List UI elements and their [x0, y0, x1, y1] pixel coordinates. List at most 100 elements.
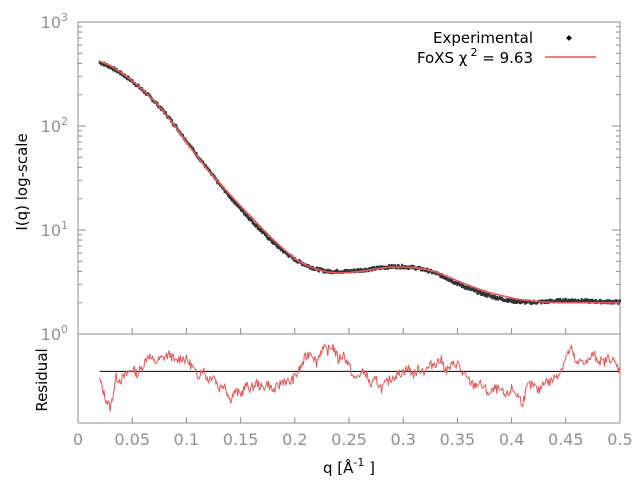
y-tick-base: 10 — [41, 13, 61, 32]
experimental-point — [165, 111, 168, 115]
experimental-point — [475, 288, 478, 292]
experimental-point — [513, 298, 516, 302]
experimental-point — [209, 169, 212, 173]
y-tick-exponent: 1 — [61, 219, 68, 232]
legend-label-foxs-main: FoXS χ — [417, 49, 468, 67]
experimental-point — [588, 299, 591, 303]
experimental-point — [373, 266, 376, 270]
experimental-point — [102, 63, 105, 67]
experimental-point — [524, 301, 527, 305]
x-tick-label: 0.25 — [331, 430, 367, 449]
experimental-point — [125, 77, 128, 81]
experimental-point — [232, 198, 235, 202]
experimental-point — [619, 299, 621, 303]
y-tick-base: 10 — [41, 221, 61, 240]
experimental-point — [387, 266, 390, 270]
y-tick-label: 103 — [41, 11, 68, 32]
experimental-point — [606, 299, 609, 303]
experimental-point — [438, 273, 441, 277]
x-axis-label-sup: -1 — [353, 456, 364, 469]
experimental-point — [226, 191, 229, 195]
x-axis-label-main: q [Å — [323, 458, 354, 477]
experimental-point — [336, 268, 339, 272]
experimental-point — [439, 275, 442, 279]
experimental-point — [276, 244, 279, 248]
experimental-point — [529, 301, 532, 305]
experimental-point — [184, 137, 187, 141]
x-axis-label: q [Å-1 ] — [323, 456, 375, 477]
experimental-point — [591, 298, 594, 302]
experimental-point — [239, 205, 242, 209]
x-tick-label: 0.4 — [499, 430, 524, 449]
experimental-point — [518, 299, 521, 303]
experimental-point — [393, 264, 396, 268]
experimental-point — [466, 285, 469, 289]
experimental-point — [181, 133, 184, 137]
experimental-point — [609, 300, 612, 304]
y-tick-exponent: 0 — [61, 323, 68, 336]
experimental-point — [483, 291, 486, 295]
experimental-point — [401, 263, 404, 267]
experimental-point — [512, 298, 515, 302]
experimental-point — [397, 264, 400, 268]
residual-plot: 0 0.05 0.1 0.15 0.2 0.25 0.3 0.35 0.4 0.45 0.5 Res… — [33, 328, 633, 477]
experimental-point — [189, 143, 192, 147]
experimental-point — [281, 248, 284, 252]
experimental-point — [241, 208, 244, 212]
y-tick-exponent: 3 — [61, 11, 68, 24]
experimental-point — [242, 210, 245, 214]
experimental-point — [253, 222, 256, 226]
residual-y-axis-label: Residual — [33, 348, 51, 411]
experimental-point — [485, 292, 488, 296]
experimental-point — [561, 298, 564, 302]
experimental-point — [525, 301, 528, 305]
experimental-point — [269, 237, 272, 241]
experimental-point — [352, 268, 355, 272]
experimental-point — [263, 231, 266, 235]
legend-label-foxs-sup: 2 — [470, 46, 477, 59]
experimental-point — [237, 203, 240, 207]
experimental-point — [565, 298, 568, 302]
experimental-point — [594, 298, 597, 302]
y-axis-label: I(q) log-scale — [13, 133, 31, 230]
legend-marker-experimental — [566, 35, 572, 41]
experimental-point — [227, 192, 230, 196]
x-tick-label: 0.45 — [548, 430, 584, 449]
experimental-point — [579, 299, 582, 303]
experimental-point — [170, 119, 173, 123]
experimental-point — [507, 299, 510, 303]
x-tick-label: 0.2 — [282, 430, 307, 449]
experimental-point — [272, 242, 275, 246]
experimental-point — [490, 296, 493, 300]
experimental-point — [496, 296, 499, 300]
experimental-point — [468, 286, 471, 290]
experimental-point — [460, 283, 463, 287]
experimental-point — [505, 298, 508, 302]
experimental-point — [321, 267, 324, 271]
experimental-point — [511, 300, 514, 304]
experimental-point — [460, 285, 463, 289]
experimental-point — [481, 291, 484, 295]
experimental-point — [479, 290, 482, 294]
experimental-point — [612, 299, 615, 303]
series-foxs-fit — [99, 60, 620, 304]
experimental-point — [510, 298, 513, 302]
experimental-point — [175, 124, 178, 128]
x-tick-label: 0.1 — [174, 430, 199, 449]
main-plot-marks — [77, 21, 621, 335]
experimental-point — [507, 297, 510, 301]
experimental-point — [256, 224, 259, 228]
legend-label-experimental: Experimental — [433, 29, 533, 47]
experimental-point — [230, 196, 233, 200]
experimental-point — [274, 242, 277, 246]
experimental-point — [586, 298, 589, 302]
experimental-point — [216, 181, 219, 185]
experimental-point — [451, 278, 454, 282]
experimental-point — [390, 263, 393, 267]
x-axis-label-end: ] — [364, 459, 375, 477]
y-tick-label: 101 — [41, 219, 68, 240]
experimental-point — [395, 266, 398, 270]
